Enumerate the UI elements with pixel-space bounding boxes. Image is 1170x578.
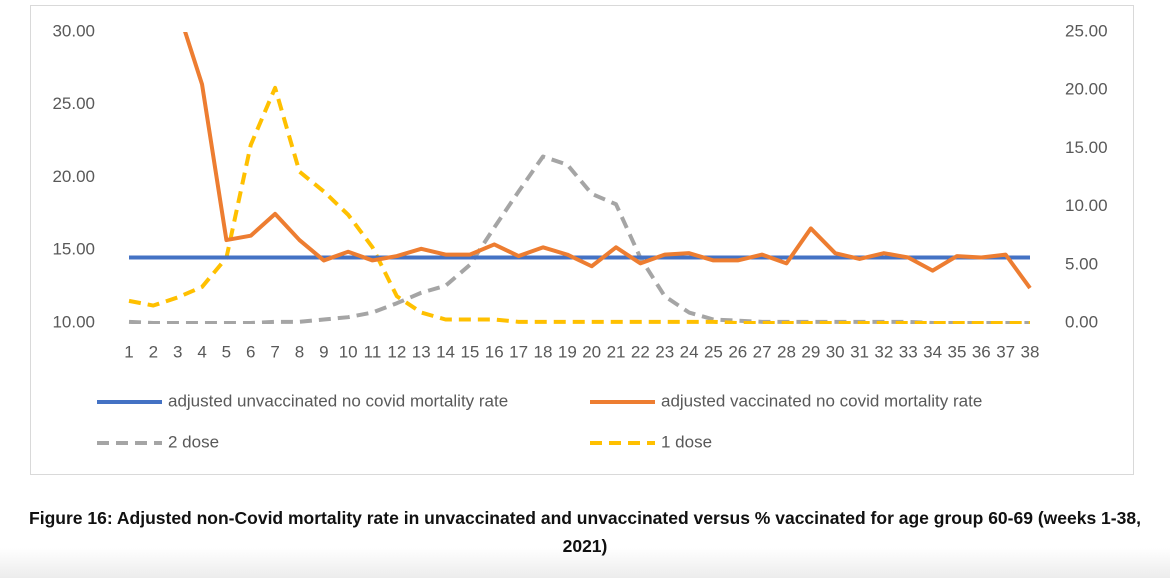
y-tick-label: 15.00 — [52, 240, 95, 259]
y2-tick-label: 20.00 — [1065, 80, 1108, 99]
x-tick-label: 36 — [972, 342, 991, 361]
x-tick-label: 15 — [460, 342, 479, 361]
x-tick-label: 22 — [631, 342, 650, 361]
y-tick-label: 30.00 — [52, 21, 95, 40]
x-tick-label: 5 — [222, 342, 231, 361]
x-tick-label: 26 — [728, 342, 747, 361]
caption: Figure 16: Adjusted non-Covid mortality … — [29, 508, 1141, 556]
x-tick-label: 16 — [485, 342, 504, 361]
legend-label: adjusted unvaccinated no covid mortality… — [168, 391, 508, 410]
x-tick-label: 2 — [149, 342, 158, 361]
series-line — [128, 85, 1030, 324]
x-tick-label: 32 — [874, 342, 893, 361]
x-tick-label: 35 — [947, 342, 966, 361]
x-tick-label: 10 — [339, 342, 358, 361]
x-tick-label: 37 — [996, 342, 1015, 361]
x-tick-label: 9 — [319, 342, 328, 361]
y-tick-label: 25.00 — [52, 94, 95, 113]
legend-label: 1 dose — [661, 432, 712, 451]
x-tick-label: 23 — [655, 342, 674, 361]
plot-lines — [128, 32, 1032, 324]
x-tick-label: 33 — [899, 342, 918, 361]
x-tick-label: 6 — [246, 342, 255, 361]
x-tick-label: 24 — [680, 342, 699, 361]
y2-tick-label: 15.00 — [1065, 138, 1108, 157]
x-tick-label: 13 — [412, 342, 431, 361]
legend-label: adjusted vaccinated no covid mortality r… — [661, 391, 982, 410]
x-tick-label: 1 — [124, 342, 133, 361]
legend-label: 2 dose — [168, 432, 219, 451]
x-tick-label: 31 — [850, 342, 869, 361]
y2-tick-label: 5.00 — [1065, 254, 1098, 273]
x-tick-label: 30 — [826, 342, 845, 361]
y-tick-label: 20.00 — [52, 167, 95, 186]
series-line — [183, 32, 1032, 290]
x-tick-label: 3 — [173, 342, 182, 361]
chart: 10.0015.0020.0025.0030.000.005.0010.0015… — [52, 21, 1108, 451]
series-line — [128, 154, 1030, 324]
x-tick-label: 25 — [704, 342, 723, 361]
x-tick-label: 38 — [1021, 342, 1040, 361]
x-tick-label: 18 — [534, 342, 553, 361]
chart-frame — [30, 5, 1134, 475]
x-tick-label: 7 — [270, 342, 279, 361]
x-tick-label: 20 — [582, 342, 601, 361]
y2-tick-label: 0.00 — [1065, 312, 1098, 331]
y2-tick-label: 25.00 — [1065, 21, 1108, 40]
x-tick-label: 19 — [558, 342, 577, 361]
x-tick-label: 4 — [197, 342, 206, 361]
x-tick-label: 29 — [801, 342, 820, 361]
x-tick-label: 27 — [753, 342, 772, 361]
x-tick-label: 11 — [364, 342, 382, 361]
x-tick-label: 8 — [295, 342, 304, 361]
y2-tick-label: 10.00 — [1065, 196, 1108, 215]
x-tick-label: 17 — [509, 342, 528, 361]
x-tick-label: 14 — [436, 342, 455, 361]
x-tick-label: 28 — [777, 342, 796, 361]
y-tick-label: 10.00 — [52, 312, 95, 331]
x-tick-label: 21 — [607, 342, 626, 361]
x-tick-label: 12 — [387, 342, 406, 361]
x-tick-label: 34 — [923, 342, 942, 361]
